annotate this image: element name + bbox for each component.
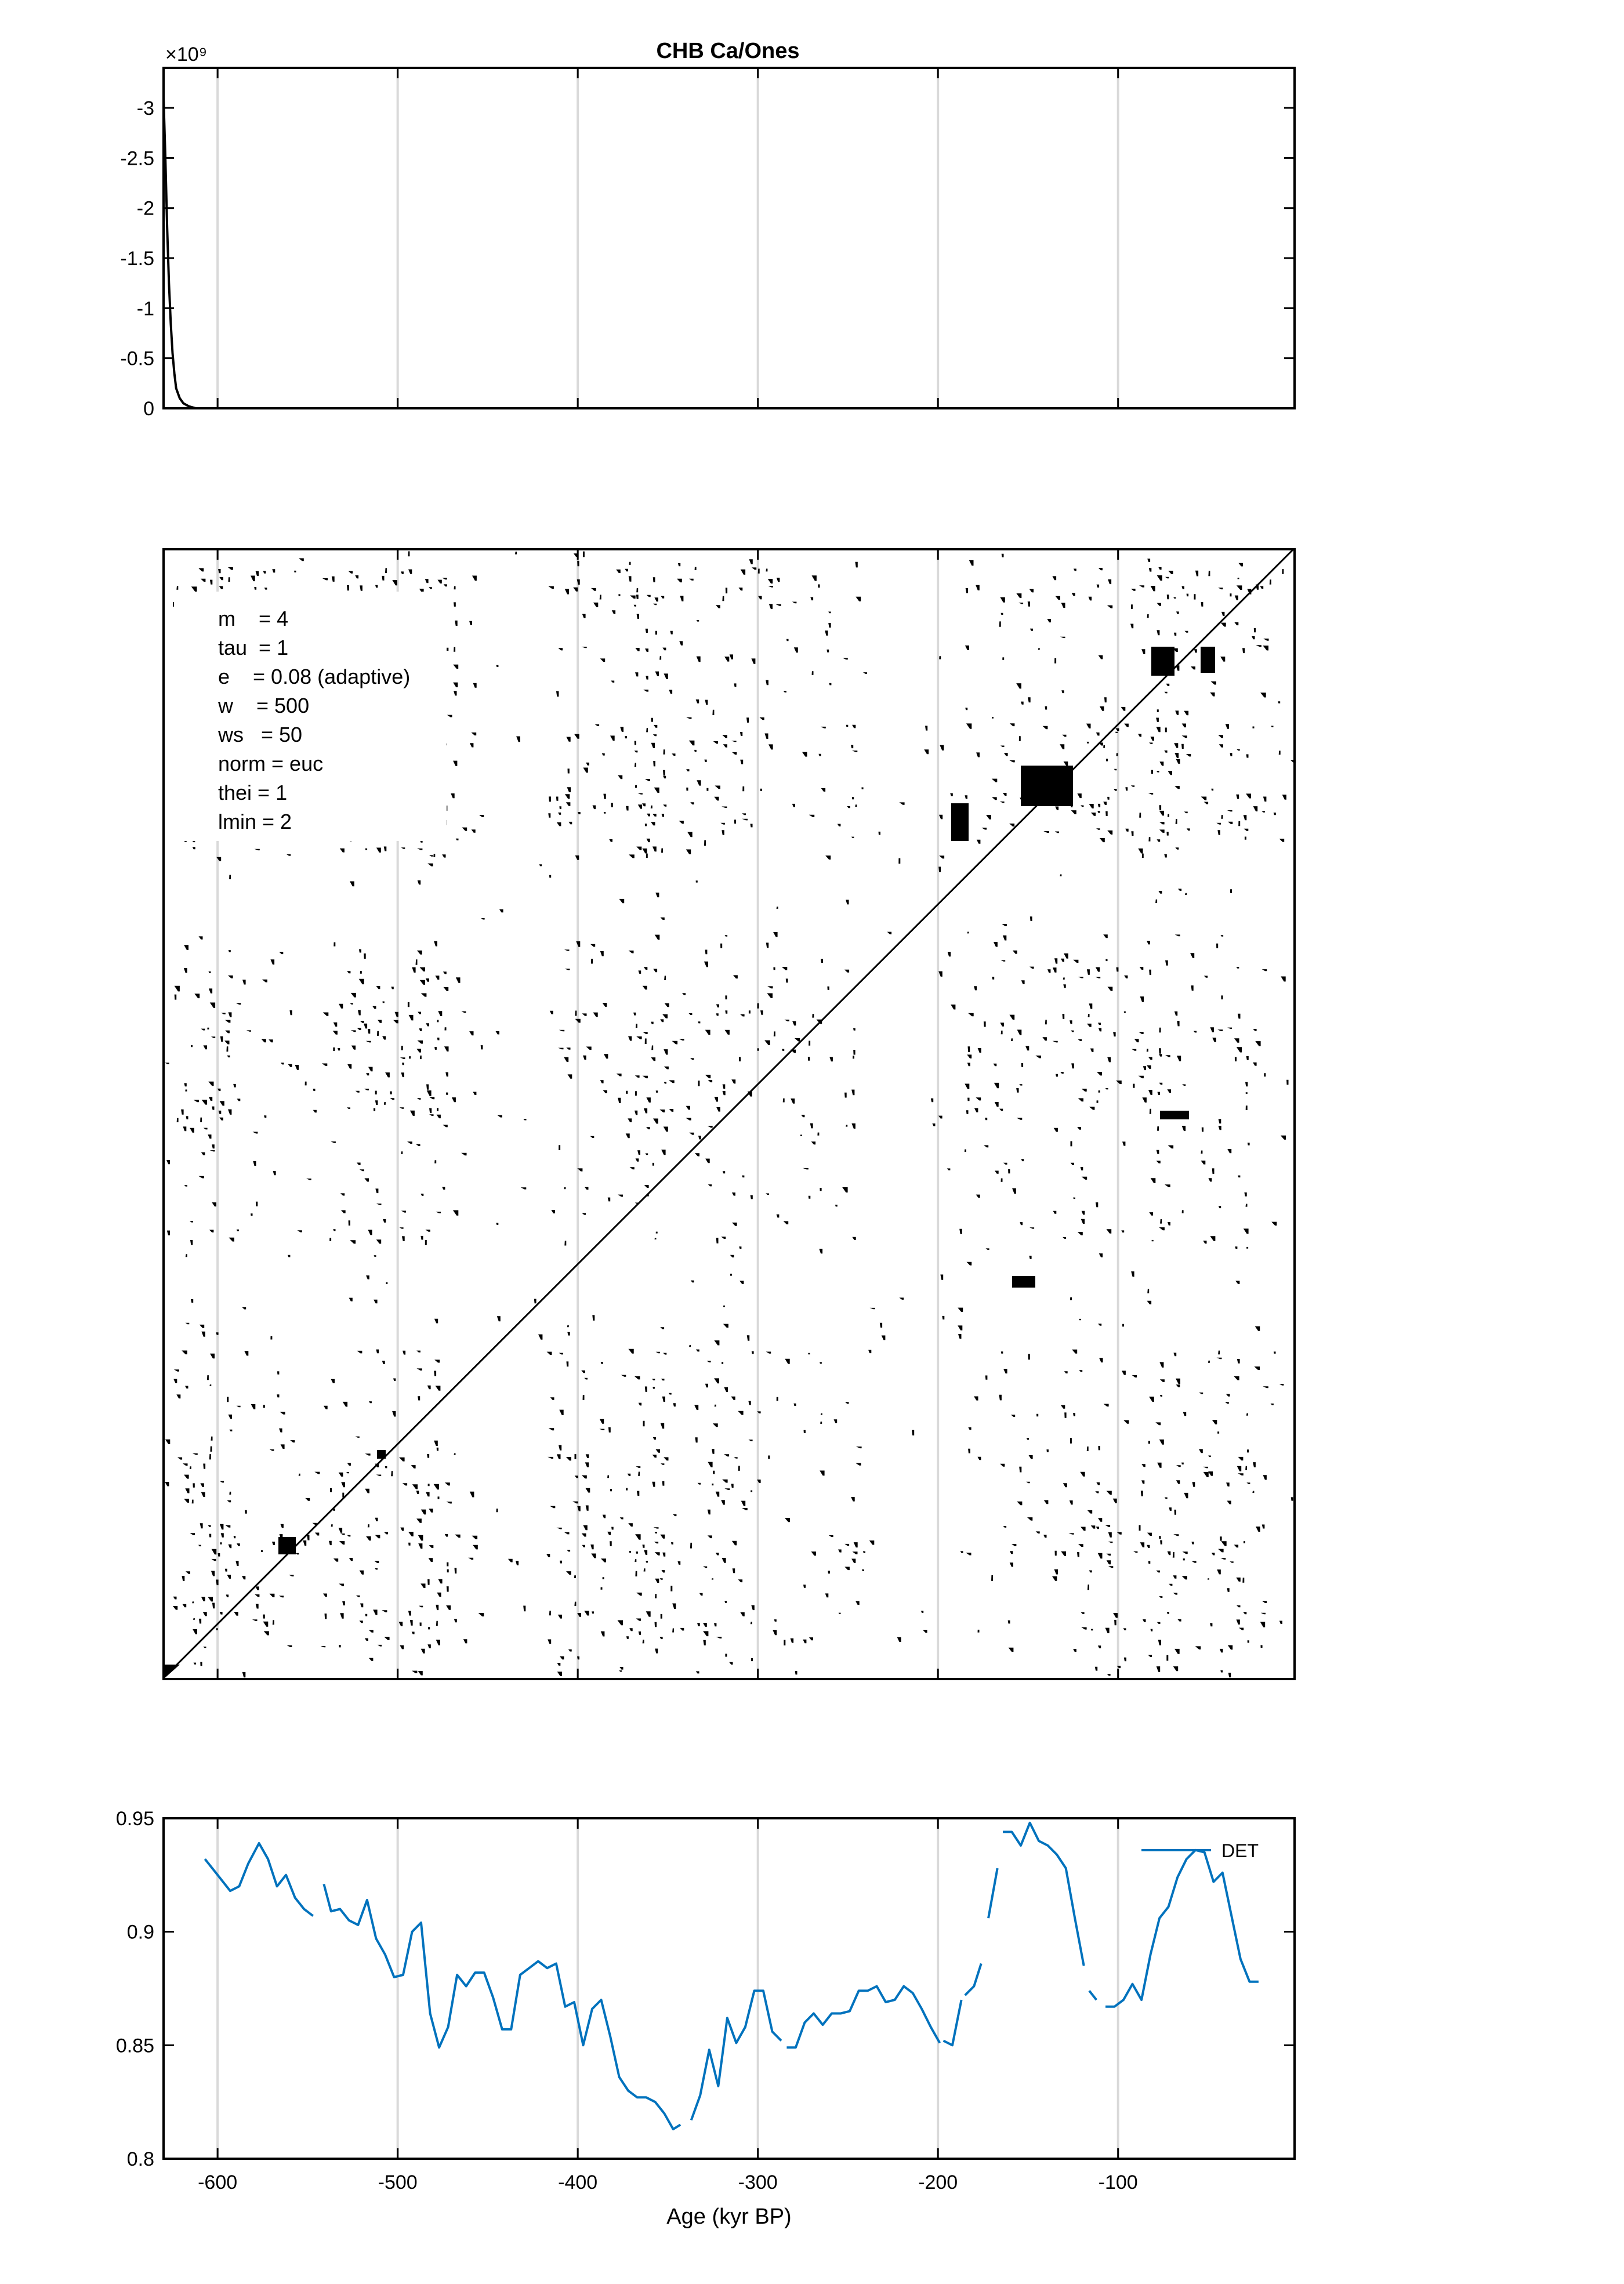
series-axes-box (162, 67, 1296, 409)
det-y-tick-label: 0.95 (116, 1808, 154, 1830)
param-ws: ws = 50 (217, 723, 302, 746)
det-axes-box (162, 1817, 1296, 2160)
series-y-tick-label: -0.5 (120, 348, 154, 370)
param-w: w = 500 (217, 694, 309, 717)
det-panel: -600 -500 -400 -300 -200 -100 0.8 0.85 0.9 0.95 D… (116, 1808, 1296, 2229)
det-x-tick-label: -400 (558, 2171, 597, 2194)
det-y-tick-label: 0.9 (127, 1922, 154, 1944)
det-y-tick-label: 0.85 (116, 2035, 154, 2057)
det-line-segment (786, 1985, 941, 2049)
recurrence-dense-block (951, 803, 969, 841)
det-y-tick-label: 0.8 (127, 2148, 154, 2170)
det-line-segment (987, 1868, 999, 1919)
series-y-tick-label: -3 (137, 97, 154, 119)
series-panel: CHB Ca/Ones ×10⁹ 0 -0.5 -1 -1.5 -2 -2.5 -3 (120, 39, 1296, 420)
param-m: m = 4 (218, 607, 288, 630)
series-y-tick-label: -1 (137, 298, 154, 320)
param-norm: norm = euc (218, 752, 323, 775)
det-line-segment (964, 1963, 983, 1996)
det-x-tick-label: -600 (198, 2171, 237, 2194)
series-y-tick-label: -2.5 (120, 147, 154, 169)
chart-title: CHB Ca/Ones (656, 39, 799, 63)
recurrence-dense-block (1012, 1276, 1035, 1288)
det-line-segment (204, 1842, 314, 1917)
det-x-tick-label: -500 (378, 2171, 418, 2194)
recurrence-dense-block (1201, 647, 1215, 673)
recurrence-dense-blocks (164, 647, 1215, 1679)
det-x-tick-label: -100 (1099, 2171, 1138, 2194)
det-line-segment (322, 1883, 682, 2131)
det-x-tick-label: -200 (918, 2171, 958, 2194)
line-of-identity (162, 548, 1295, 1679)
y-exponent-label: ×10⁹ (165, 43, 207, 66)
det-series (204, 1821, 1259, 2131)
legend-label-det: DET (1221, 1840, 1259, 1861)
x-axis-label: Age (kyr BP) (666, 2205, 791, 2229)
param-e: e = 0.08 (adaptive) (218, 665, 410, 688)
recurrence-dense-block (278, 1537, 296, 1554)
det-line-segment (1105, 1848, 1259, 2008)
det-line-segment (690, 1989, 782, 2121)
recurrence-corner-mark (164, 1665, 180, 1679)
det-ticks: -600 -500 -400 -300 -200 -100 0.8 0.85 0.9 0.95 (116, 1808, 1295, 2194)
recurrence-panel: m = 4 tau = 1 e = 0.08 (adaptive) w = 50… (162, 548, 1296, 1680)
parameter-list: m = 4 tau = 1 e = 0.08 (adaptive) w = 50… (217, 607, 410, 833)
recurrence-axes-box (162, 548, 1296, 1680)
det-line-segment (1003, 1821, 1085, 1966)
legend: DET (1141, 1840, 1259, 1861)
det-line-segment (942, 1999, 963, 2047)
series-grid (216, 68, 1119, 408)
param-lmin: lmin = 2 (218, 810, 292, 833)
recurrence-ticks (216, 549, 1119, 1679)
det-x-tick-label: -300 (738, 2171, 778, 2194)
parameter-box-background (174, 592, 447, 841)
series-y-tick-label: -2 (137, 198, 154, 220)
series-ticks: 0 -0.5 -1 -1.5 -2 -2.5 -3 (120, 68, 1295, 420)
recurrence-dense-block (1160, 1111, 1189, 1119)
param-thei: thei = 1 (218, 781, 287, 804)
recurrence-dense-block (377, 1450, 386, 1459)
series-y-tick-label: 0 (143, 398, 154, 420)
recurrence-dense-block (1021, 766, 1073, 806)
series-y-tick-label: -1.5 (120, 248, 154, 270)
det-line-segment (1088, 1990, 1097, 2001)
param-tau: tau = 1 (218, 636, 288, 659)
